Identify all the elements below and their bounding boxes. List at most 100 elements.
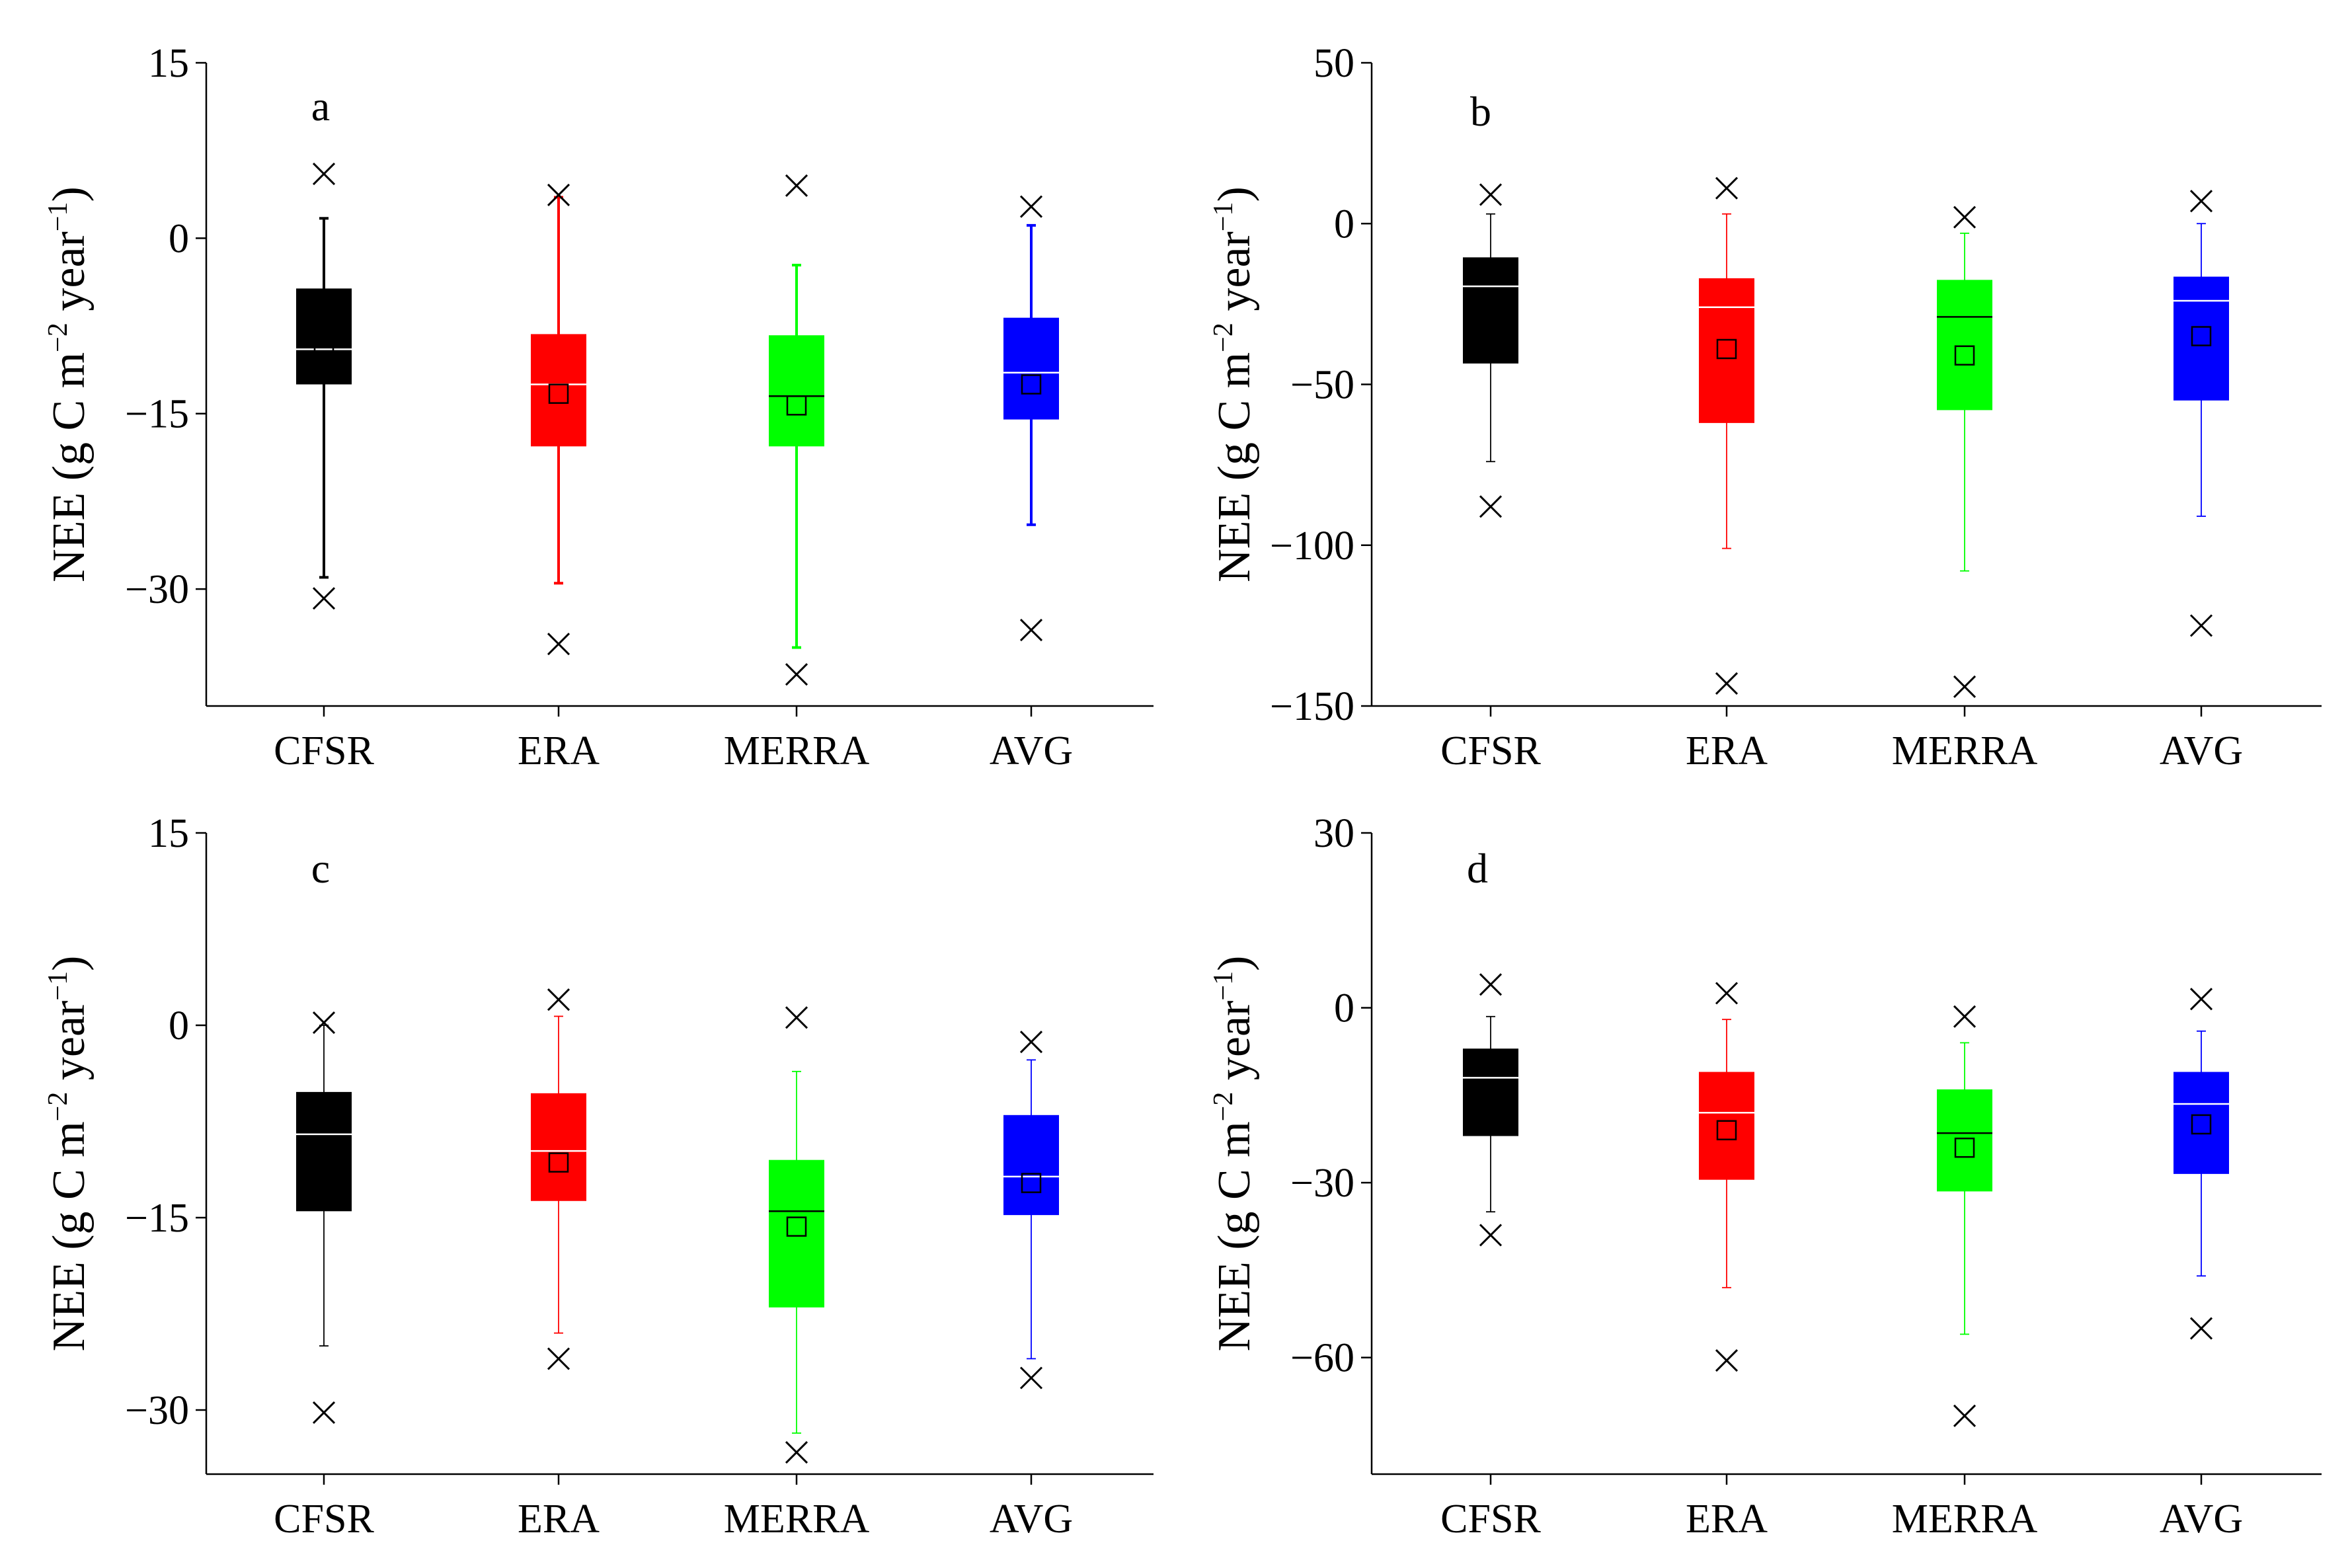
outlier-stroke — [2189, 190, 2213, 213]
outlier-stroke — [785, 1006, 808, 1029]
box-cfsr — [296, 163, 352, 610]
outlier-stroke — [1019, 618, 1043, 642]
outlier-stroke — [1953, 206, 1977, 229]
x-tick-label: CFSR — [1440, 1497, 1541, 1542]
x-tick-label: MERRA — [1892, 728, 2038, 773]
box-merra — [769, 174, 824, 686]
box-avg — [2174, 988, 2229, 1340]
y-axis-label-text: year — [1209, 231, 1260, 323]
outlier-low — [1019, 618, 1043, 642]
outlier-stroke — [1479, 1224, 1503, 1247]
outlier-high — [312, 163, 336, 186]
box-rect — [1003, 317, 1059, 420]
outlier-high — [1715, 982, 1739, 1005]
box-rect — [1937, 280, 1992, 411]
outlier-high — [1479, 183, 1503, 206]
box-rect — [531, 334, 586, 447]
x-tick-label: CFSR — [274, 728, 374, 773]
outlier-high — [2189, 988, 2213, 1011]
box-rect — [769, 335, 824, 447]
box-merra — [1937, 1005, 1992, 1427]
y-tick-label: −30 — [1290, 1161, 1354, 1206]
outlier-stroke — [547, 1347, 570, 1370]
box-rect — [296, 288, 352, 385]
y-axis-label: NEE (g C m−2 year−1) — [43, 956, 95, 1352]
y-axis-label-exponent: −2 — [1208, 323, 1239, 352]
outlier-high — [1019, 1031, 1043, 1054]
box-era — [1699, 176, 1754, 695]
outlier-stroke — [1953, 675, 1977, 698]
outlier-low — [1479, 1224, 1503, 1247]
box-rect — [1699, 278, 1754, 423]
box-rect — [531, 1093, 586, 1201]
box-era — [531, 183, 586, 656]
mean-marker — [1021, 1173, 1042, 1193]
y-axis-label: NEE (g C m−2 year−1) — [1208, 186, 1260, 582]
outlier-stroke — [1479, 973, 1503, 996]
outlier-low — [1715, 672, 1739, 695]
y-axis-label-text: NEE (g C m — [1209, 1121, 1260, 1351]
box-era — [1699, 982, 1754, 1372]
y-tick-label: 50 — [1313, 41, 1354, 86]
box-avg — [1003, 195, 1059, 642]
x-tick-label: CFSR — [1440, 728, 1541, 773]
y-tick-label: 0 — [169, 1003, 189, 1048]
x-tick-label: AVG — [990, 728, 1073, 773]
outlier-stroke — [1715, 982, 1739, 1005]
outlier-stroke — [785, 663, 808, 686]
y-axis-label-text: year — [44, 231, 95, 323]
outlier-stroke — [1479, 495, 1503, 518]
y-axis-label-text: ) — [44, 186, 95, 202]
y-tick-label: −15 — [125, 392, 189, 437]
outlier-high — [547, 988, 570, 1011]
x-tick-label: MERRA — [724, 1497, 870, 1542]
box-rect — [1463, 1048, 1518, 1136]
outlier-stroke — [1019, 1031, 1043, 1054]
outlier-stroke — [2189, 988, 2213, 1011]
outlier-stroke — [1715, 1349, 1739, 1372]
x-tick-label: CFSR — [274, 1497, 374, 1542]
outlier-high — [2189, 190, 2213, 213]
box-avg — [2174, 190, 2229, 637]
outlier-stroke — [1019, 195, 1043, 218]
outlier-stroke — [1953, 1404, 1977, 1427]
panel-letter: d — [1467, 845, 1488, 892]
outlier-stroke — [312, 587, 336, 610]
x-tick-label: AVG — [2160, 728, 2243, 773]
box-rect — [1699, 1072, 1754, 1180]
outlier-high — [1479, 973, 1503, 996]
box-era — [531, 988, 586, 1370]
x-tick-label: ERA — [518, 1497, 600, 1542]
y-tick-label: −30 — [125, 1388, 189, 1433]
y-tick-label: −50 — [1290, 363, 1354, 408]
panel-letter: a — [311, 83, 330, 130]
y-tick-label: 15 — [148, 811, 189, 856]
outlier-stroke — [785, 1440, 808, 1464]
box-rect — [296, 1091, 352, 1212]
outlier-stroke — [2189, 614, 2213, 637]
box-cfsr — [296, 1011, 352, 1424]
y-axis-label-exponent: −2 — [43, 1092, 73, 1122]
box-avg — [1003, 1031, 1059, 1390]
mean-marker — [1716, 338, 1737, 360]
y-tick-label: 30 — [1313, 811, 1354, 856]
outlier-high — [1715, 176, 1739, 200]
y-axis-label-text: ) — [1209, 186, 1260, 202]
mean-marker — [2191, 1114, 2212, 1135]
y-axis-label-exponent: −1 — [43, 202, 73, 231]
outlier-low — [1953, 675, 1977, 698]
mean-marker — [1954, 1137, 1975, 1158]
outlier-low — [1019, 1366, 1043, 1390]
panel-letter: b — [1470, 88, 1491, 135]
x-tick-label: MERRA — [724, 728, 870, 773]
outlier-low — [547, 633, 570, 656]
x-tick-label: AVG — [990, 1497, 1073, 1542]
chart-panel-c: 15 0 −15 −30 CFSR ERA MERRA AVG c NEE (g C m−2 ye… — [43, 811, 1154, 1542]
y-axis-label-exponent: −2 — [1208, 1092, 1239, 1122]
outlier-stroke — [1019, 1366, 1043, 1390]
outlier-stroke — [312, 1011, 336, 1035]
outlier-high — [1953, 1005, 1977, 1028]
y-axis-label-exponent: −1 — [1208, 971, 1239, 1001]
y-tick-label: −30 — [125, 567, 189, 612]
